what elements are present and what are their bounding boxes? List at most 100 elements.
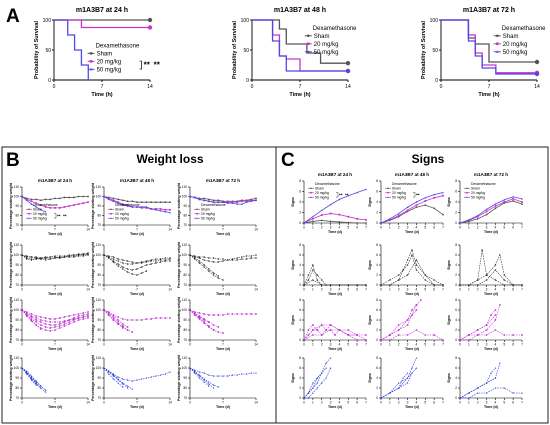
x-tick-label: 7	[521, 226, 523, 230]
legend-marker	[307, 50, 310, 53]
data-point	[397, 387, 400, 389]
panel-label-a: A	[6, 6, 20, 27]
y-tick-label: 6	[455, 190, 457, 194]
data-point	[159, 201, 162, 204]
data-point	[126, 385, 129, 387]
data-point	[226, 259, 229, 261]
significance-bracket	[336, 192, 339, 198]
x-tick-label: 2	[321, 343, 323, 347]
data-point	[222, 375, 224, 377]
data-point	[512, 200, 515, 202]
y-tick-label: 80	[15, 214, 19, 218]
data-point	[58, 317, 61, 319]
data-point	[485, 329, 488, 331]
data-point	[433, 196, 436, 199]
data-point	[198, 374, 201, 376]
y-tick-label: 100	[182, 308, 188, 312]
legend-marker	[89, 52, 93, 55]
data-point	[87, 313, 89, 315]
y-axis-label: Signs	[368, 260, 372, 270]
data-point	[136, 319, 138, 321]
survival-chart-24h: m1A3B7 at 24 h 0 50 100 0 7 14 Time (h) Probabil…	[34, 7, 161, 98]
legend-entry: 50 mg/kg	[392, 196, 406, 200]
y-tick-label: 70	[183, 338, 187, 342]
data-point	[30, 379, 33, 381]
data-point	[250, 313, 253, 315]
data-point	[164, 373, 167, 375]
data-point	[107, 311, 110, 313]
data-point	[329, 367, 332, 369]
y-axis-label: Percentage starting weight	[9, 354, 13, 401]
data-point	[411, 254, 413, 256]
weight-individual-sham-24h: 70 80 90 100 110 0 7 14 Time (d) Percentage start…	[9, 241, 90, 296]
weight-mean-chart-48h: m1A3B7 at 48 h 70 80 90 100 110 0 7 14 Time (d) Pe…	[91, 178, 172, 236]
panel-label-c: C	[281, 150, 295, 171]
x-tick-label: 5	[503, 226, 505, 230]
data-point	[255, 254, 257, 256]
data-point	[203, 321, 205, 323]
data-point	[255, 313, 257, 315]
y-tick-label: 110	[182, 185, 187, 189]
data-point	[150, 260, 152, 262]
data-point	[35, 198, 38, 201]
data-point	[208, 325, 210, 327]
data-point	[82, 314, 85, 316]
data-point	[217, 261, 220, 263]
data-point	[226, 313, 229, 315]
data-point	[164, 317, 167, 319]
data-point	[312, 387, 314, 389]
data-point	[389, 392, 391, 394]
series-line	[21, 367, 42, 389]
data-point	[467, 218, 470, 221]
data-point	[131, 273, 134, 275]
signs-individual-sham-24h: 0 2 4 6 8 0 1 2 3 4 5 6 7 Time (d) Signs	[291, 243, 367, 296]
series-line	[381, 259, 443, 286]
y-tick-label: 2	[376, 273, 378, 277]
legend-marker	[28, 212, 30, 215]
data-point	[30, 375, 33, 377]
data-point	[122, 323, 124, 325]
significance-mark: **	[154, 61, 161, 70]
signs-individual-20mg-48h: 0 2 4 6 8 0 1 2 3 4 5 6 7 Time (d) Signs	[368, 298, 444, 351]
series-line	[103, 254, 147, 276]
y-tick-label: 0	[435, 78, 438, 84]
data-point	[424, 200, 427, 202]
legend-marker	[387, 191, 389, 194]
weight-individual-20mg-72h: 70 80 90 100 110 0 7 14 Time (d) Percentage start…	[177, 296, 258, 351]
y-tick-label: 70	[15, 223, 19, 227]
data-point	[203, 256, 205, 258]
data-point	[39, 208, 42, 211]
y-tick-label: 100	[14, 366, 20, 370]
data-point	[44, 198, 47, 201]
data-point	[329, 284, 332, 286]
y-tick-label: 90	[97, 318, 101, 322]
y-tick-label: 6	[376, 308, 378, 312]
x-tick-label: 7	[442, 401, 444, 405]
data-point	[415, 329, 418, 331]
data-point	[35, 202, 38, 205]
data-point	[303, 284, 305, 286]
data-point	[140, 262, 143, 264]
legend-entry: Sham	[33, 208, 42, 212]
y-tick-label: 2	[299, 386, 301, 390]
y-tick-label: 8	[455, 243, 457, 247]
x-tick-label: 14	[168, 343, 172, 347]
data-point	[189, 309, 191, 311]
data-point	[212, 329, 215, 331]
x-tick-label: 14	[86, 401, 90, 405]
data-point	[236, 203, 239, 205]
y-tick-label: 8	[376, 356, 378, 360]
data-point	[25, 313, 28, 315]
y-tick-label: 6	[376, 190, 378, 194]
x-tick-label: 0	[380, 343, 382, 347]
data-point	[73, 256, 75, 258]
data-point	[356, 217, 359, 220]
data-point	[112, 373, 115, 375]
x-tick-label: 7	[521, 343, 523, 347]
x-tick-label: 3	[407, 226, 409, 230]
data-point	[203, 378, 205, 380]
data-point	[356, 191, 359, 194]
data-point	[126, 263, 129, 265]
data-point	[164, 201, 167, 204]
